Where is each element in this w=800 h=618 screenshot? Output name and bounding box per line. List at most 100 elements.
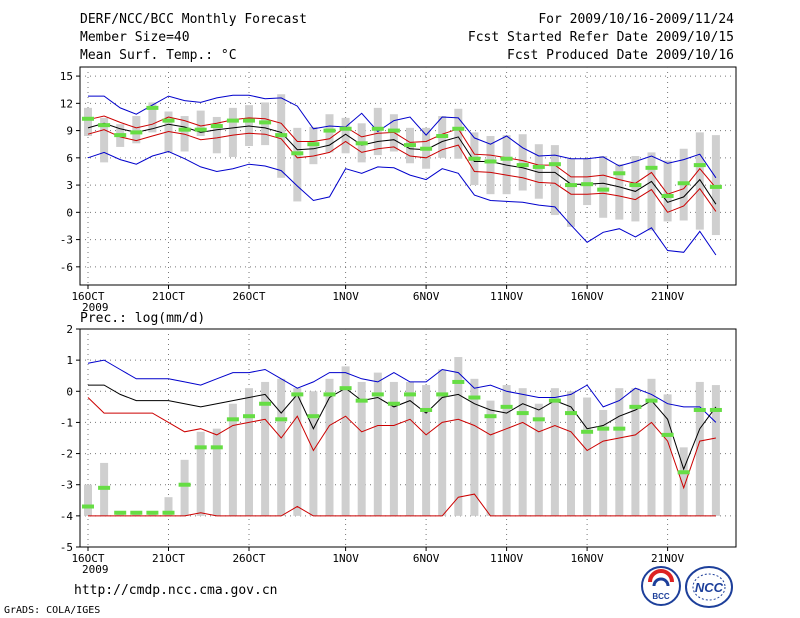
member-marker bbox=[613, 171, 626, 176]
member-marker bbox=[532, 417, 545, 422]
spread-box bbox=[679, 447, 688, 516]
series-mean-line bbox=[88, 384, 717, 471]
member-marker bbox=[259, 401, 272, 406]
member-marker bbox=[484, 159, 497, 164]
spread-box bbox=[212, 116, 221, 154]
source-url[interactable]: http://cmdp.ncc.cma.gov.cn bbox=[74, 583, 278, 598]
member-marker bbox=[146, 105, 159, 110]
x-tick-label: 26OCT bbox=[232, 552, 265, 565]
y-tick-label: -6 bbox=[60, 261, 73, 274]
member-marker bbox=[436, 134, 449, 139]
y-tick-label: 6 bbox=[66, 152, 73, 165]
member-marker bbox=[565, 183, 577, 188]
member-marker bbox=[661, 432, 674, 437]
member-marker bbox=[98, 485, 111, 490]
spread-box bbox=[550, 145, 559, 216]
member-marker bbox=[210, 124, 223, 129]
plot-frame bbox=[79, 328, 737, 548]
spread-box bbox=[518, 134, 527, 191]
spread-box bbox=[196, 431, 205, 516]
spread-box bbox=[695, 381, 704, 516]
member-marker bbox=[420, 407, 433, 412]
x-tick-label: 16NOV bbox=[571, 552, 604, 565]
spread-box bbox=[212, 428, 221, 516]
member-marker bbox=[82, 116, 94, 121]
member-marker bbox=[693, 407, 706, 412]
spread-box bbox=[711, 385, 720, 516]
y-tick-label: 12 bbox=[60, 97, 73, 110]
member-marker bbox=[468, 395, 481, 400]
spread-box bbox=[631, 156, 640, 222]
member-marker bbox=[645, 398, 658, 403]
x-tick-label: 11NOV bbox=[490, 290, 523, 303]
member-marker bbox=[82, 504, 94, 509]
member-marker bbox=[162, 118, 175, 123]
spread-box bbox=[438, 369, 447, 516]
member-marker bbox=[677, 181, 690, 186]
member-marker bbox=[355, 398, 368, 403]
series-lower-line bbox=[87, 129, 717, 213]
member-marker bbox=[226, 118, 239, 123]
spread-box bbox=[309, 391, 318, 516]
spread-box bbox=[486, 400, 495, 516]
member-marker bbox=[404, 392, 416, 397]
panel-1: -6 -3 0 3 6 9 12 15 16OCT 21OCT 26OCT 1NOV 6NOV 11NOV… bbox=[60, 66, 737, 314]
member-marker bbox=[307, 142, 320, 147]
spread-box bbox=[180, 459, 189, 516]
member-marker bbox=[436, 392, 449, 397]
x-tick-label: 16OCT bbox=[71, 552, 104, 565]
bcc-logo-label: BCC bbox=[652, 592, 670, 601]
member-marker bbox=[581, 429, 594, 434]
spread-box bbox=[245, 388, 253, 516]
spread-box bbox=[132, 116, 141, 144]
member-marker bbox=[114, 510, 127, 515]
plot-frame bbox=[79, 66, 737, 286]
x-tick-label: 1NOV bbox=[332, 552, 359, 565]
spread-box bbox=[228, 107, 237, 157]
spread-box bbox=[647, 378, 656, 516]
spread-box bbox=[84, 484, 92, 516]
y-tick-label: -4 bbox=[60, 510, 74, 523]
member-marker bbox=[259, 120, 272, 125]
member-marker bbox=[339, 386, 352, 391]
member-marker bbox=[371, 126, 384, 131]
forecast-produced-date: Fcst Produced Date 2009/10/16 bbox=[507, 48, 734, 63]
member-marker bbox=[371, 392, 384, 397]
spread-box bbox=[196, 110, 205, 137]
y-tick-label: -2 bbox=[60, 448, 73, 461]
spread-box bbox=[341, 366, 350, 516]
member-marker bbox=[130, 510, 143, 515]
chart-title: DERF/NCC/BCC Monthly Forecast bbox=[80, 12, 307, 27]
spread-box bbox=[84, 107, 92, 137]
spread-box bbox=[486, 136, 495, 195]
member-marker bbox=[629, 404, 642, 409]
spread-box bbox=[534, 144, 543, 199]
x-tick-label: 16NOV bbox=[571, 290, 604, 303]
member-marker bbox=[709, 184, 722, 189]
spread-box bbox=[325, 378, 334, 516]
member-marker bbox=[323, 128, 336, 133]
member-marker bbox=[597, 426, 610, 431]
spread-box bbox=[615, 164, 624, 220]
member-marker bbox=[516, 163, 529, 168]
panel-2: -5 -4 -3 -2 -1 0 1 2 16OCT 21OCT 26OCT 1NOV 6NOV 11NO… bbox=[60, 311, 737, 576]
member-marker bbox=[162, 510, 175, 515]
member-marker bbox=[420, 146, 433, 151]
member-marker bbox=[226, 417, 239, 422]
y-tick-label: 0 bbox=[66, 206, 73, 219]
member-marker bbox=[693, 163, 706, 168]
spread-box bbox=[502, 385, 511, 516]
spread-box bbox=[615, 388, 624, 516]
member-marker bbox=[210, 445, 223, 450]
spread-box bbox=[325, 114, 334, 153]
spread-box bbox=[518, 388, 527, 516]
spread-box bbox=[373, 372, 382, 516]
y-tick-label: 2 bbox=[66, 323, 73, 336]
x-tick-label: 21OCT bbox=[152, 290, 185, 303]
member-marker bbox=[677, 470, 690, 475]
spread-box bbox=[293, 388, 302, 516]
member-size-label: Member Size=40 bbox=[80, 30, 190, 45]
spread-box bbox=[663, 394, 672, 516]
forecast-period: For 2009/10/16-2009/11/24 bbox=[538, 12, 734, 27]
